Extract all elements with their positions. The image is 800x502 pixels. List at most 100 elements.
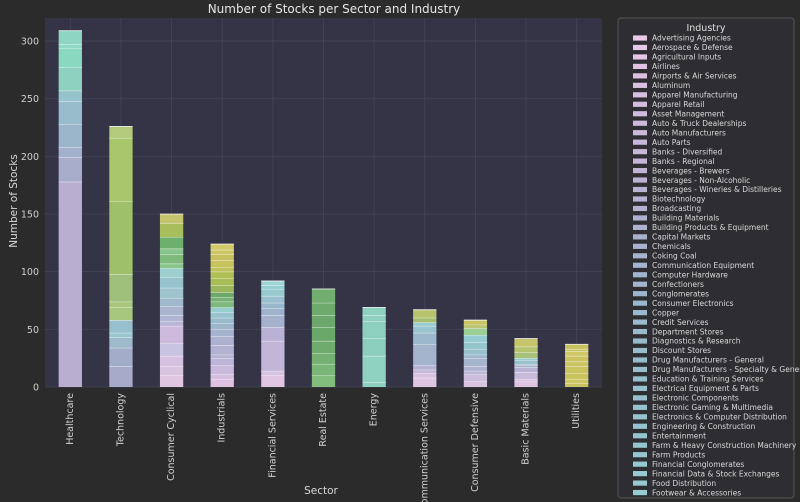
bar-segment (58, 30, 82, 45)
legend-item: Beverages - Brewers (633, 166, 730, 175)
legend-item: Computer Hardware (633, 270, 728, 279)
legend-item: Auto & Truck Dealerships (633, 119, 746, 128)
bar-segment (413, 325, 437, 333)
bar-segment (514, 360, 538, 364)
bar-segment (362, 355, 386, 383)
bar-stack (565, 343, 589, 387)
bar-segment (210, 378, 234, 387)
bar-segment (159, 214, 184, 224)
bar-segment (514, 358, 538, 361)
bar-segment (261, 340, 285, 371)
legend-swatch (633, 215, 647, 221)
bar-segment (210, 297, 234, 302)
legend-item: Footwear & Accessories (633, 488, 741, 497)
legend-swatch (633, 471, 647, 477)
legend-item: Financial Conglomerates (633, 460, 744, 469)
bar-segment (210, 312, 234, 318)
bar-segment (565, 378, 589, 384)
bar-segment (58, 90, 82, 102)
bar-segment (159, 375, 184, 387)
legend-swatch (633, 319, 647, 325)
legend-label: Conglomerates (652, 289, 709, 298)
legend-label: Biotechnology (652, 195, 706, 204)
legend-item: Agricultural Inputs (633, 53, 721, 62)
bar-stack (413, 309, 437, 387)
x-tick-label: Basic Materials (521, 393, 532, 465)
legend-item: Entertainment (633, 431, 706, 440)
legend-label: Computer Hardware (652, 270, 728, 279)
legend-swatch (633, 149, 647, 155)
legend-item: Communication Equipment (633, 261, 754, 270)
legend-item: Aluminum (633, 81, 690, 90)
bar-segment (413, 332, 437, 345)
bar-segment (565, 348, 589, 352)
bar-segment (362, 321, 386, 339)
legend-swatch (633, 205, 647, 212)
legend-label: Education & Training Services (652, 375, 764, 384)
legend-swatch (633, 414, 647, 420)
bar-segment (362, 382, 386, 387)
bar-segment (210, 336, 234, 346)
bar-segment (58, 124, 82, 148)
y-axis-label: Number of Stocks (8, 154, 20, 248)
legend-label: Entertainment (652, 431, 706, 440)
legend-label: Aerospace & Defense (652, 43, 733, 52)
bar-segment (413, 365, 437, 370)
legend-swatch (633, 442, 647, 448)
bar-segment (109, 201, 133, 274)
bar-segment (210, 345, 234, 355)
bar-segment (311, 315, 336, 328)
bar-segment (311, 288, 336, 303)
bar-segment (109, 137, 133, 202)
legend-swatch (633, 243, 647, 249)
bar-segment (159, 343, 184, 356)
legend-item: Diagnostics & Research (633, 337, 741, 346)
bar-segment (210, 254, 234, 261)
bar-segment (463, 374, 488, 382)
bar-segment (159, 306, 184, 316)
legend-item: Farm & Heavy Construction Machinery (633, 441, 797, 450)
bar-segment (261, 295, 285, 303)
bar-segment (311, 302, 336, 316)
bar-segment (514, 365, 538, 368)
bar-segment (261, 370, 285, 376)
bar-segment (261, 315, 285, 328)
y-tick-label: 100 (21, 267, 39, 278)
legend-label: Chemicals (652, 242, 691, 251)
legend-item: Electrical Equipment & Parts (633, 384, 759, 393)
legend-swatch (633, 433, 647, 439)
bar-segment (565, 355, 589, 362)
bar-segment (463, 354, 488, 359)
bar-segment (463, 342, 488, 349)
legend-swatch (633, 63, 647, 70)
bar-segment (109, 337, 133, 348)
legend-item: Food Distribution (633, 479, 716, 488)
legend-item: Education & Training Services (633, 375, 764, 384)
legend-label: Banks - Regional (652, 157, 715, 166)
legend-swatch (633, 404, 647, 410)
bar-segment (463, 366, 488, 371)
legend-swatch (633, 489, 647, 496)
bar-segment (413, 322, 437, 326)
bar-segment (159, 248, 184, 255)
x-tick-label: Industrials (217, 393, 228, 443)
legend-swatch (633, 357, 647, 363)
bar-segment (463, 370, 488, 375)
bar-segment (463, 328, 488, 336)
legend-swatch (633, 328, 647, 335)
legend-item: Conglomerates (633, 289, 709, 298)
legend-label: Engineering & Construction (652, 422, 756, 431)
legend-item: Confectioners (633, 280, 704, 289)
legend-swatch (633, 385, 647, 391)
legend-swatch (633, 452, 647, 458)
bar-segment (413, 309, 437, 318)
bar-segment (58, 181, 82, 387)
bar-segment (261, 285, 285, 289)
legend-label: Coking Coal (652, 252, 697, 261)
legend-label: Advertising Agencies (652, 34, 731, 43)
bar-segment (159, 366, 184, 376)
legend-item: Beverages - Non-Alcoholic (633, 176, 750, 185)
legend-swatch (633, 111, 647, 117)
legend-label: Credit Services (652, 318, 709, 327)
bar-segment (109, 307, 133, 321)
